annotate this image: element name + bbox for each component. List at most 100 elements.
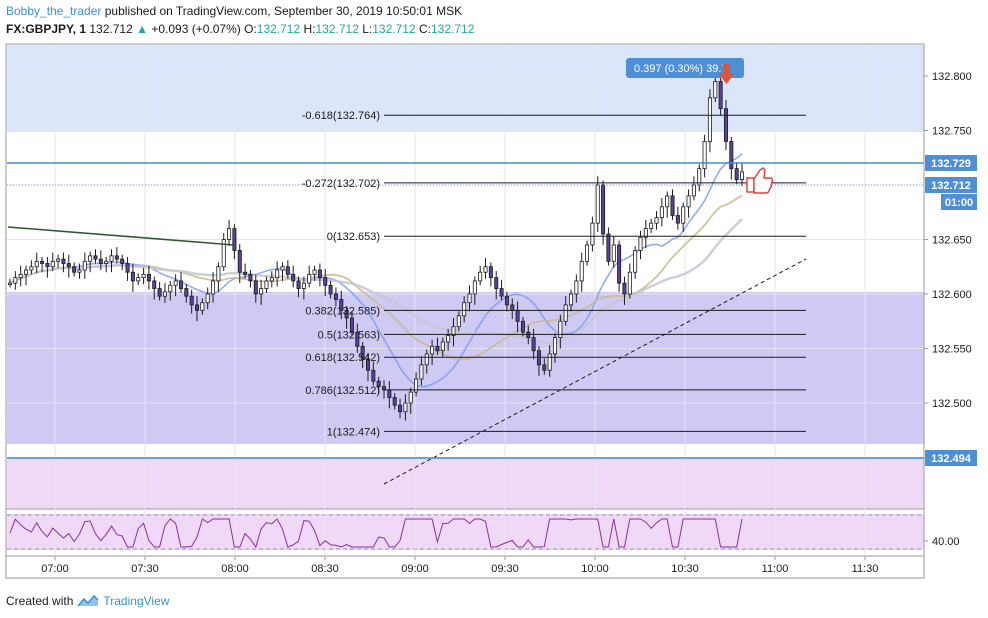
price-tick-label: 40.00: [932, 536, 960, 548]
candle-body: [526, 331, 531, 338]
candle-body: [344, 309, 349, 319]
candle-body: [552, 337, 557, 355]
time-tick-label: 10:30: [671, 563, 699, 575]
candle-body: [259, 288, 264, 295]
candle-body: [558, 320, 563, 339]
time-tick-label: 09:00: [401, 563, 429, 575]
candle-body: [681, 206, 686, 224]
fib-trend-dashed[interactable]: [383, 258, 807, 485]
candle-body: [56, 258, 61, 262]
price-tick-label: 132.650: [932, 235, 972, 247]
candle-body: [649, 222, 654, 229]
candle-body: [130, 271, 135, 282]
candle-body: [611, 244, 616, 262]
author-link[interactable]: Bobby_the_trader: [6, 4, 102, 18]
thumbs-up-icon: [746, 167, 774, 194]
candle-body: [280, 266, 285, 271]
candle-body: [253, 280, 258, 295]
fib-level-label: 0.382(132.585): [305, 305, 380, 317]
candle-body: [125, 263, 130, 273]
candle-body: [392, 397, 397, 406]
candle-body: [317, 269, 322, 279]
candle-body: [531, 337, 536, 352]
ohlc-legend: FX:GBPJPY, 1 132.712 ▲ +0.093 (+0.07%) O…: [6, 22, 474, 36]
candle-body: [483, 266, 488, 273]
chart-title-line: Bobby_the_trader published on TradingVie…: [6, 4, 462, 18]
time-tick-label: 07:30: [131, 563, 159, 575]
candle-body: [312, 269, 317, 275]
last-price: 132.712: [89, 22, 133, 36]
fibonacci-retracement[interactable]: -0.618(132.764) -0.272(132.702) 0(132.653)…: [302, 110, 806, 438]
candle-body: [29, 266, 34, 271]
price-tick-label: 132.800: [932, 71, 972, 83]
candle-body: [697, 168, 702, 186]
lower-zone: [7, 457, 924, 509]
middle-zone: [7, 292, 924, 444]
low-value: 132.712: [372, 22, 416, 36]
last-price-label: 132.712: [925, 177, 977, 193]
support-price-label: 132.494: [925, 450, 977, 466]
candle-body: [136, 277, 141, 282]
candle-body: [488, 266, 493, 279]
candle-body: [419, 364, 424, 380]
candle-body: [723, 108, 728, 142]
candle-body: [670, 195, 675, 216]
candle-body: [403, 402, 408, 413]
downtrend-line[interactable]: [7, 226, 235, 246]
high-label: H:: [303, 22, 316, 36]
candle-body: [579, 260, 584, 282]
symbol-label[interactable]: FX:GBPJPY, 1: [6, 22, 87, 36]
candle-body: [440, 341, 445, 352]
tradingview-link[interactable]: TradingView: [103, 594, 170, 608]
candle-body: [146, 273, 151, 282]
candle-body: [563, 304, 568, 322]
candle-body: [622, 282, 627, 295]
candle-body: [574, 280, 579, 295]
change-arrow-icon: ▲: [136, 22, 148, 36]
fib-level-label: -0.272(132.702): [302, 178, 380, 190]
candle-body: [398, 404, 403, 413]
oscillator-line: [9, 518, 743, 549]
open-value: 132.712: [256, 22, 301, 36]
resistance-price-label: 132.729: [925, 155, 977, 171]
candle-body: [734, 168, 739, 180]
price-tick-label: 132.750: [932, 126, 972, 138]
price-tick-label: 132.600: [932, 289, 972, 301]
candle-body: [654, 217, 659, 224]
fib-level-label: 0.5(132.563): [318, 329, 380, 341]
candles: [7, 74, 745, 421]
candle-body: [40, 260, 45, 264]
candle-body: [595, 184, 600, 224]
candle-body: [365, 358, 370, 371]
candle-body: [633, 249, 638, 273]
candle-body: [691, 184, 696, 197]
candle-body: [307, 273, 312, 284]
candle-body: [355, 331, 360, 347]
candle-body: [590, 222, 595, 246]
candle-body: [510, 304, 515, 311]
candle-body: [504, 295, 509, 306]
price-axis[interactable]: 132.800 132.750 132.650 132.600 132.550 132.5…: [924, 71, 972, 548]
candle-body: [414, 378, 419, 393]
candle-body: [536, 350, 541, 366]
candle-body: [371, 369, 376, 382]
candle-body: [88, 255, 93, 262]
candle-body: [285, 266, 290, 275]
candle-body: [729, 140, 734, 170]
candle-body: [93, 255, 98, 260]
candle-body: [248, 273, 253, 282]
time-tick-label: 10:00: [581, 563, 609, 575]
candle-body: [740, 171, 745, 180]
candle-body: [221, 239, 226, 268]
candle-body: [323, 277, 328, 286]
candle-body: [195, 304, 200, 311]
candle-body: [178, 280, 183, 289]
time-axis[interactable]: 07:00 07:30 08:00 08:30 09:00 09:30 10:00 10:30…: [41, 556, 878, 575]
created-with-text: Created with: [6, 594, 74, 608]
candle-body: [141, 273, 146, 279]
candle-body: [104, 260, 109, 264]
candle-body: [291, 273, 296, 282]
candle-body: [24, 269, 29, 275]
candle-body: [45, 263, 50, 268]
